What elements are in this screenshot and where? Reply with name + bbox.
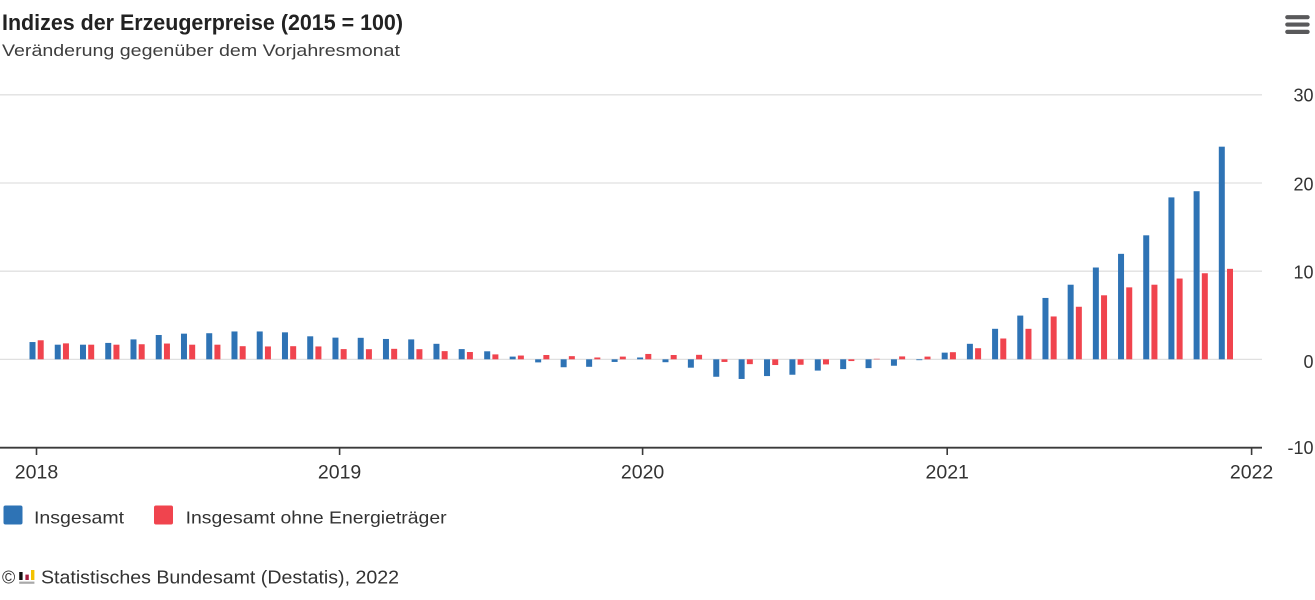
- svg-text:Insgesamt ohne Energieträger: Insgesamt ohne Energieträger: [186, 507, 447, 527]
- svg-text:0: 0: [1303, 352, 1313, 372]
- svg-text:30: 30: [1293, 85, 1313, 105]
- svg-text:2018: 2018: [15, 462, 58, 484]
- svg-text:2021: 2021: [926, 462, 969, 484]
- svg-text:-10: -10: [1287, 438, 1313, 458]
- svg-text:Veränderung gegenüber dem Vorj: Veränderung gegenüber dem Vorjahresmonat: [2, 41, 400, 60]
- svg-text:Insgesamt: Insgesamt: [34, 507, 124, 527]
- svg-text:Indizes der Erzeugerpreise (20: Indizes der Erzeugerpreise (2015 = 100): [2, 10, 403, 35]
- svg-text:Statistisches Bundesamt (Desta: Statistisches Bundesamt (Destatis), 2022: [41, 567, 399, 588]
- svg-text:©: ©: [2, 568, 15, 588]
- svg-text:20: 20: [1293, 175, 1313, 195]
- svg-text:2022: 2022: [1230, 462, 1273, 484]
- svg-text:2020: 2020: [621, 462, 665, 484]
- svg-text:10: 10: [1293, 263, 1313, 283]
- svg-text:2019: 2019: [318, 462, 361, 484]
